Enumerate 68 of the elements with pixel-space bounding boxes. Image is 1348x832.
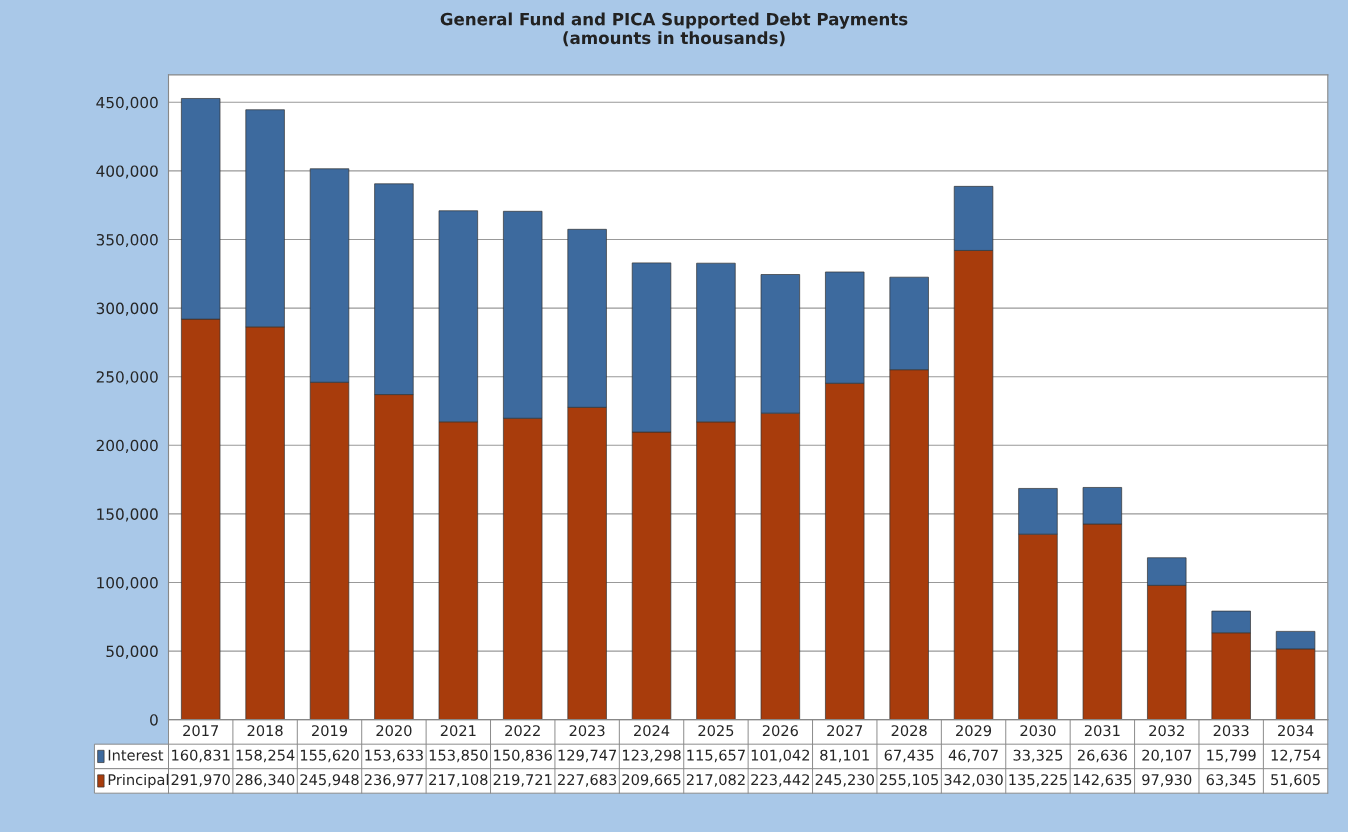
x-tick-label: 2026 [762, 725, 798, 737]
data-label: 342,030 [944, 774, 1003, 787]
legend-label: Principal [108, 773, 169, 788]
chart-subtitle: (amounts in thousands) [563, 31, 785, 47]
data-label: 12,754 [1271, 749, 1321, 763]
y-tick-label: 0 [150, 714, 158, 726]
data-label: 115,657 [687, 749, 745, 763]
x-tick-label: 2023 [569, 725, 605, 737]
data-label: 123,298 [622, 749, 681, 763]
data-label: 142,635 [1073, 774, 1132, 787]
data-label: 255,105 [880, 774, 939, 787]
x-tick-label: 2017 [183, 725, 219, 737]
x-tick-label: 2029 [956, 725, 992, 737]
y-tick-label: 200,000 [96, 439, 158, 453]
data-label: 286,340 [236, 774, 295, 787]
data-label: 33,325 [1013, 749, 1063, 763]
x-tick-label: 2028 [891, 725, 927, 737]
data-label: 150,836 [494, 749, 552, 763]
x-tick-label: 2032 [1149, 725, 1184, 737]
data-label: 153,850 [429, 749, 488, 763]
data-label: 101,042 [751, 749, 810, 763]
data-label: 153,633 [365, 749, 423, 763]
data-label: 135,225 [1009, 774, 1067, 787]
data-label: 129,747 [558, 749, 617, 763]
data-label: 51,605 [1271, 774, 1320, 787]
data-label: 236,977 [364, 774, 423, 787]
data-label: 97,930 [1142, 774, 1192, 787]
x-tick-label: 2021 [440, 725, 476, 737]
data-label: 209,665 [622, 774, 681, 787]
data-label: 155,620 [300, 749, 359, 763]
data-label: 158,254 [236, 749, 295, 763]
data-label: 15,799 [1207, 749, 1256, 763]
legend-label: Interest [108, 749, 164, 761]
y-tick-label: 450,000 [96, 96, 158, 110]
data-label: 219,721 [493, 774, 552, 787]
x-tick-label: 2022 [505, 725, 540, 737]
x-tick-label: 2025 [698, 725, 734, 737]
data-label: 67,435 [884, 749, 934, 763]
x-tick-label: 2031 [1084, 725, 1120, 737]
data-label: 245,948 [300, 774, 359, 787]
x-tick-label: 2018 [247, 725, 283, 737]
data-label: 245,230 [815, 774, 874, 787]
x-tick-label: 2020 [376, 725, 412, 737]
x-tick-label: 2024 [634, 725, 670, 737]
x-tick-label: 2034 [1278, 725, 1314, 737]
y-tick-label: 400,000 [96, 165, 158, 179]
x-tick-label: 2030 [1020, 725, 1056, 737]
data-label: 217,082 [686, 774, 745, 787]
data-label: 63,345 [1206, 774, 1256, 787]
y-tick-label: 350,000 [96, 233, 158, 248]
y-tick-label: 150,000 [97, 508, 158, 522]
x-tick-label: 2019 [312, 725, 348, 737]
data-label: 291,970 [171, 774, 230, 787]
x-tick-label: 2033 [1213, 725, 1249, 737]
y-tick-label: 250,000 [96, 371, 158, 385]
data-label: 81,101 [820, 749, 869, 763]
y-tick-label: 50,000 [106, 645, 158, 659]
y-tick-label: 100,000 [97, 576, 158, 591]
data-label: 46,707 [948, 749, 998, 763]
y-tick-label: 300,000 [96, 302, 158, 316]
data-label: 227,683 [558, 774, 617, 787]
data-label: 20,107 [1142, 749, 1192, 763]
data-label: 217,108 [429, 774, 488, 787]
data-label: 26,636 [1077, 749, 1127, 763]
data-label: 160,831 [172, 749, 230, 763]
chart-title: General Fund and PICA Supported Debt Payments [440, 12, 908, 29]
x-tick-label: 2027 [827, 725, 863, 737]
data-label: 223,442 [751, 774, 810, 787]
